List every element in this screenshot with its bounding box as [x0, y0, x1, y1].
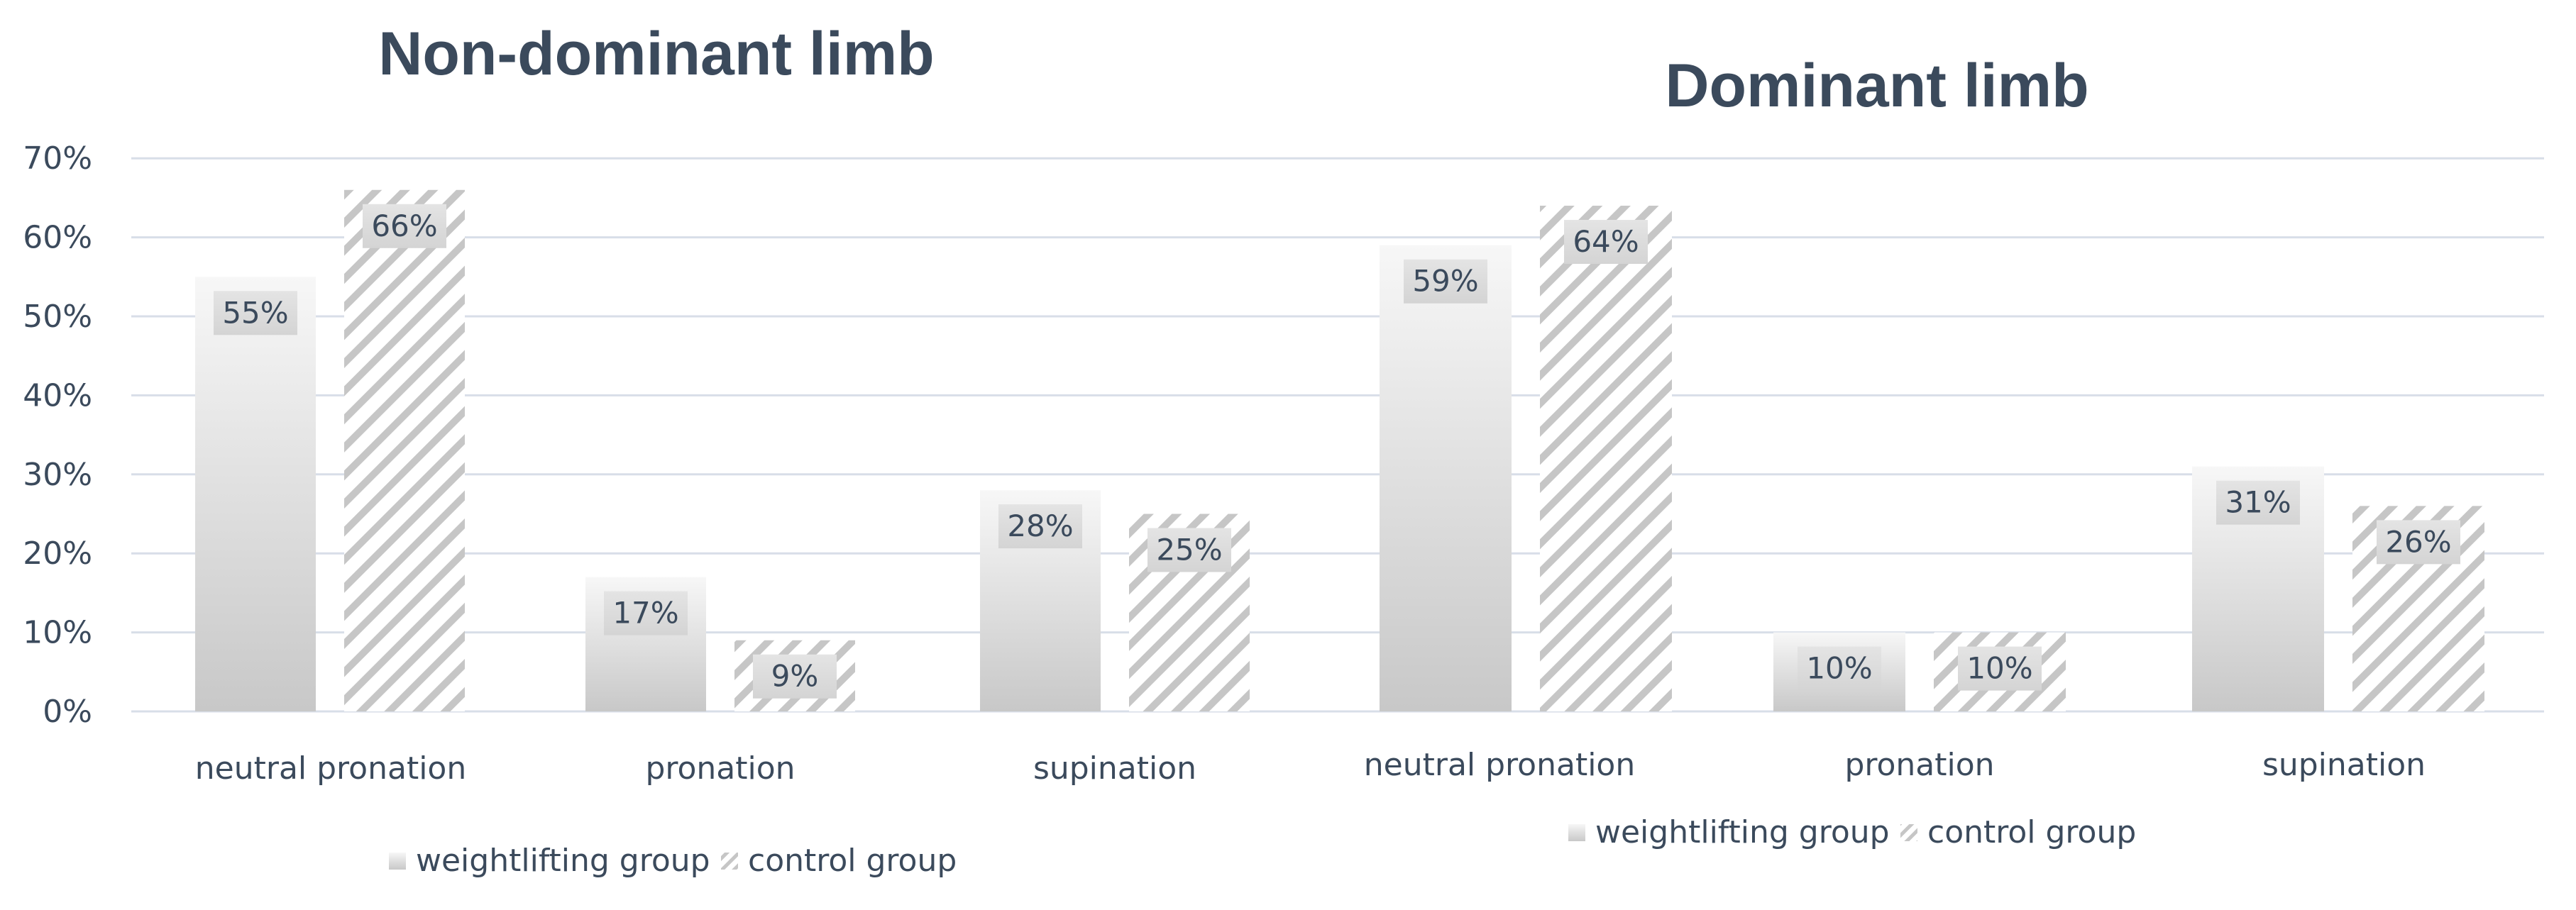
- y-tick-label: 0%: [43, 694, 92, 730]
- data-label: 31%: [2225, 485, 2291, 520]
- chart-title: Dominant limb: [1665, 52, 2088, 120]
- data-label: 28%: [1007, 509, 1073, 543]
- data-label: 59%: [1412, 264, 1478, 299]
- data-label-box: [1404, 259, 1487, 304]
- bar-control: [344, 189, 465, 711]
- y-tick-label: 60%: [23, 220, 92, 256]
- legend: weightlifting group control group: [1568, 814, 2136, 850]
- bar-weightlifting: [1380, 245, 1512, 711]
- data-label-box: [2377, 520, 2460, 565]
- data-label-box: [1564, 220, 1648, 265]
- chart-title: Non-dominant limb: [378, 20, 934, 88]
- data-label-box: [2216, 480, 2300, 525]
- data-label: 10%: [1966, 651, 2032, 686]
- data-label-box: [998, 504, 1082, 549]
- x-category-label: supination: [2262, 747, 2426, 783]
- data-label: 66%: [371, 209, 437, 243]
- y-tick-label: 40%: [23, 377, 92, 414]
- data-label: 25%: [1156, 533, 1222, 567]
- data-label-box: [1958, 646, 2042, 691]
- chart-panel-1: Non-dominant limb 55% 66% neutral pronation…: [195, 20, 1250, 879]
- legend-swatch-control: [1900, 824, 1917, 841]
- data-label: 64%: [1573, 224, 1639, 259]
- x-category-label: neutral pronation: [1364, 747, 1635, 783]
- y-tick-label: 70%: [23, 140, 92, 177]
- legend-label: control group: [1927, 814, 2136, 850]
- x-category-label: neutral pronation: [195, 750, 466, 787]
- data-label: 9%: [771, 659, 819, 694]
- legend: weightlifting group control group: [389, 843, 957, 879]
- y-tick-label: 30%: [23, 457, 92, 493]
- data-label-box: [1798, 646, 1881, 691]
- data-label: 55%: [222, 295, 288, 330]
- legend-label: control group: [748, 843, 957, 879]
- data-label-box: [1147, 528, 1231, 572]
- legend-swatch-weightlifting: [1568, 824, 1585, 841]
- x-category-label: pronation: [645, 750, 795, 787]
- legend-swatch-weightlifting: [389, 853, 406, 870]
- chart-panel-2: Dominant limb 59% 64% neutral pronation 10% 1…: [1364, 52, 2484, 850]
- y-tick-label: 10%: [23, 615, 92, 651]
- bar-weightlifting: [195, 277, 316, 711]
- y-tick-label: 20%: [23, 536, 92, 572]
- data-label-box: [363, 204, 446, 248]
- x-category-label: supination: [1033, 750, 1196, 787]
- y-tick-label: 50%: [23, 299, 92, 335]
- data-label: 17%: [612, 596, 678, 631]
- data-label-box: [753, 654, 837, 699]
- data-label: 26%: [2385, 524, 2451, 559]
- data-label-box: [214, 291, 297, 335]
- legend-label: weightlifting group: [1595, 814, 1890, 850]
- x-category-label: pronation: [1844, 747, 1994, 783]
- legend-label: weightlifting group: [416, 843, 710, 879]
- bar-control: [1540, 206, 1672, 711]
- legend-swatch-control: [721, 853, 738, 870]
- data-label-box: [604, 591, 688, 636]
- data-label: 10%: [1806, 651, 1872, 686]
